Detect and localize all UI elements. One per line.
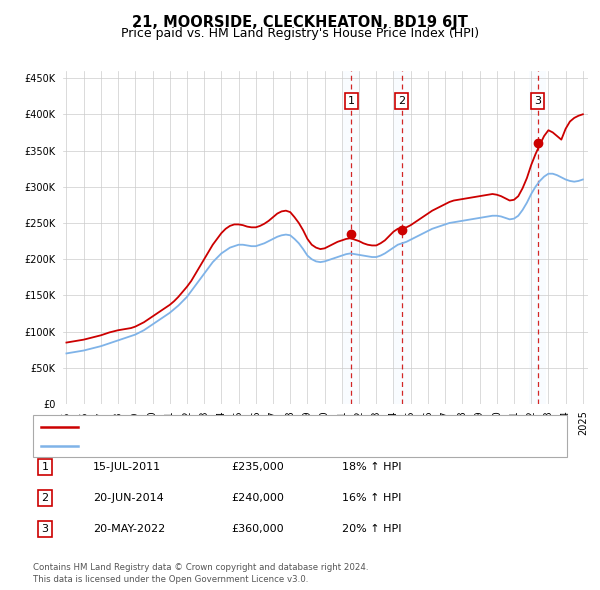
Text: Contains HM Land Registry data © Crown copyright and database right 2024.: Contains HM Land Registry data © Crown c… [33,563,368,572]
Text: 2: 2 [41,493,49,503]
Text: 3: 3 [534,96,541,106]
Text: 20% ↑ HPI: 20% ↑ HPI [342,524,401,533]
Bar [529,71,547,404]
Text: 18% ↑ HPI: 18% ↑ HPI [342,463,401,472]
Text: 15-JUL-2011: 15-JUL-2011 [93,463,161,472]
Text: 20-MAY-2022: 20-MAY-2022 [93,524,165,533]
Text: £240,000: £240,000 [231,493,284,503]
Text: HPI: Average price, detached house, Kirklees: HPI: Average price, detached house, Kirk… [83,441,317,451]
Text: 21, MOORSIDE, CLECKHEATON, BD19 6JT (detached house): 21, MOORSIDE, CLECKHEATON, BD19 6JT (det… [83,422,392,432]
Text: 16% ↑ HPI: 16% ↑ HPI [342,493,401,503]
Text: 2: 2 [398,96,405,106]
Text: This data is licensed under the Open Government Licence v3.0.: This data is licensed under the Open Gov… [33,575,308,584]
Text: 20-JUN-2014: 20-JUN-2014 [93,493,164,503]
Bar [343,71,360,404]
Bar [393,71,410,404]
Text: 1: 1 [41,463,49,472]
Text: 1: 1 [347,96,355,106]
Text: 21, MOORSIDE, CLECKHEATON, BD19 6JT: 21, MOORSIDE, CLECKHEATON, BD19 6JT [132,15,468,30]
Text: 3: 3 [41,524,49,533]
Text: Price paid vs. HM Land Registry's House Price Index (HPI): Price paid vs. HM Land Registry's House … [121,27,479,40]
Text: £360,000: £360,000 [231,524,284,533]
Text: £235,000: £235,000 [231,463,284,472]
